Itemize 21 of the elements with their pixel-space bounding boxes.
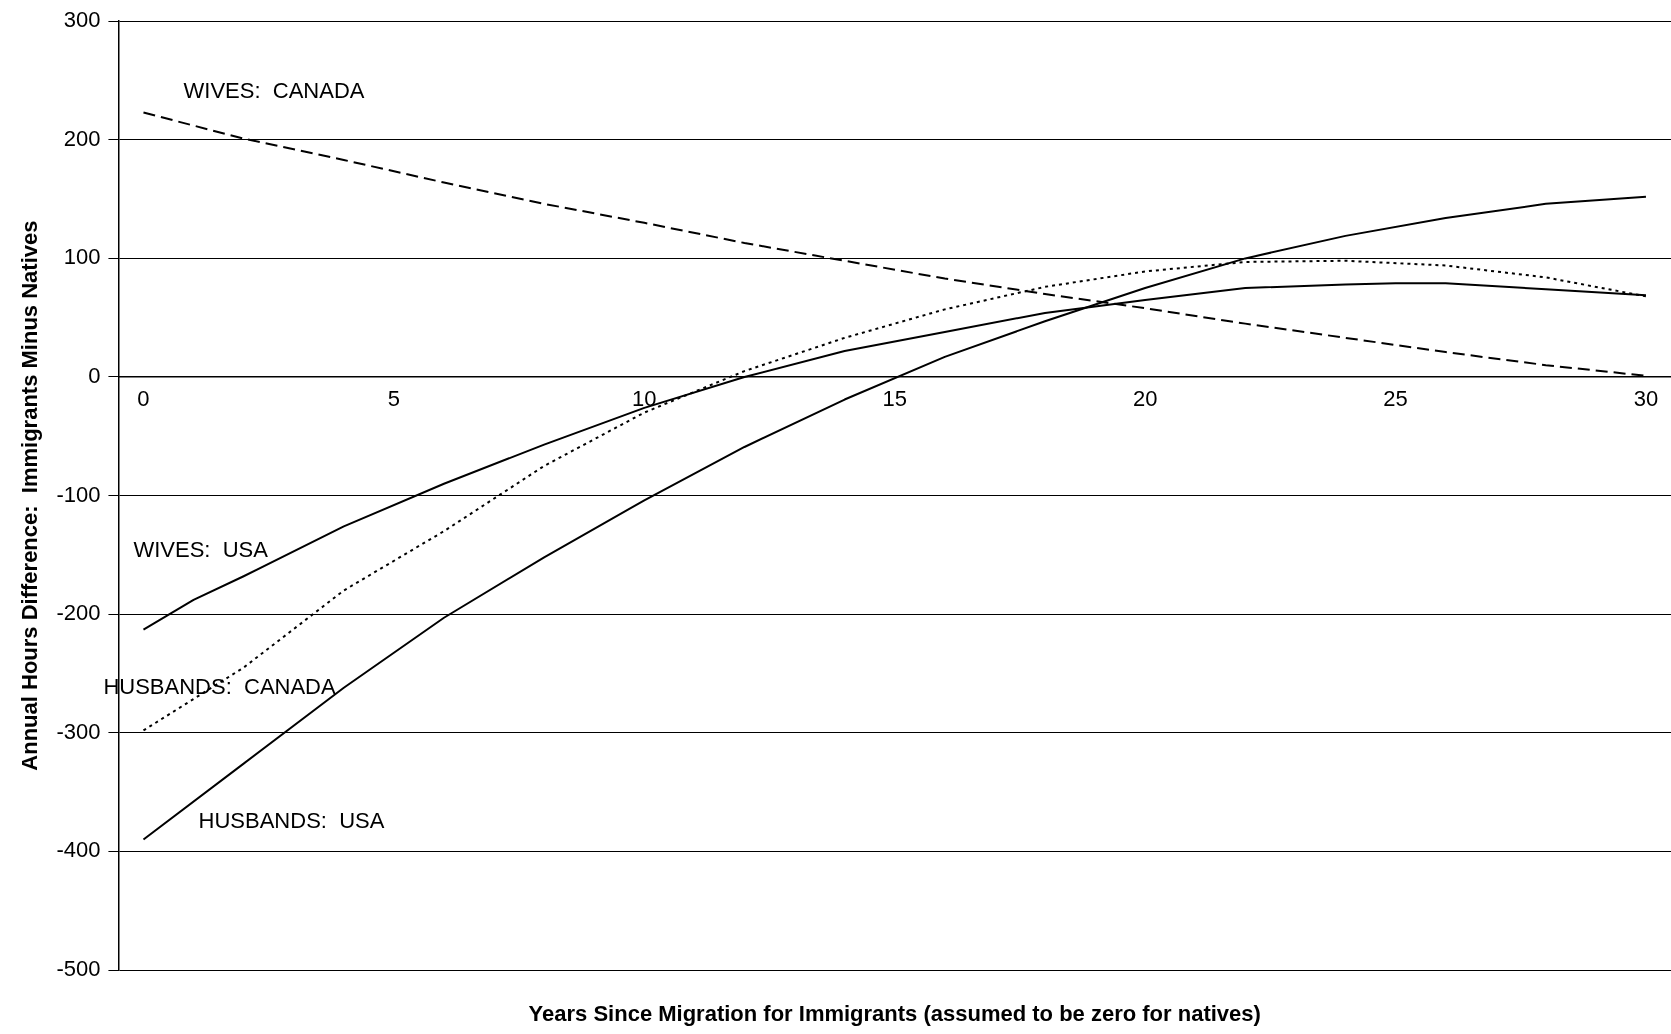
y-tick-label: -200 xyxy=(56,600,101,626)
series-label: WIVES: USA xyxy=(133,537,269,563)
y-tick-label: 0 xyxy=(88,363,101,389)
x-tick-label: 15 xyxy=(882,386,907,412)
y-tick-label: -300 xyxy=(56,718,101,744)
y-tick-label: 200 xyxy=(63,125,101,151)
x-tick-label: 5 xyxy=(387,386,401,412)
x-tick-label: 30 xyxy=(1633,386,1659,412)
y-tick-label: -400 xyxy=(56,837,101,863)
y-tick-label: 100 xyxy=(63,244,101,270)
x-tick-label: 10 xyxy=(632,386,657,412)
series-label: HUSBANDS: USA xyxy=(198,807,385,833)
x-axis-title: Years Since Migration for Immigrants (assumed to be zero for natives) xyxy=(528,1001,1261,1027)
y-tick-label: 300 xyxy=(63,7,101,33)
x-tick-label: 20 xyxy=(1132,386,1158,412)
y-tick-label: -500 xyxy=(56,956,101,982)
x-tick-label: 0 xyxy=(137,386,150,412)
y-axis-title: Annual Hours Difference: Immigrants Minus Natives xyxy=(17,220,43,771)
series-label: WIVES: CANADA xyxy=(183,78,365,104)
x-tick-label: 25 xyxy=(1383,386,1408,412)
y-tick-label: -100 xyxy=(56,481,101,507)
